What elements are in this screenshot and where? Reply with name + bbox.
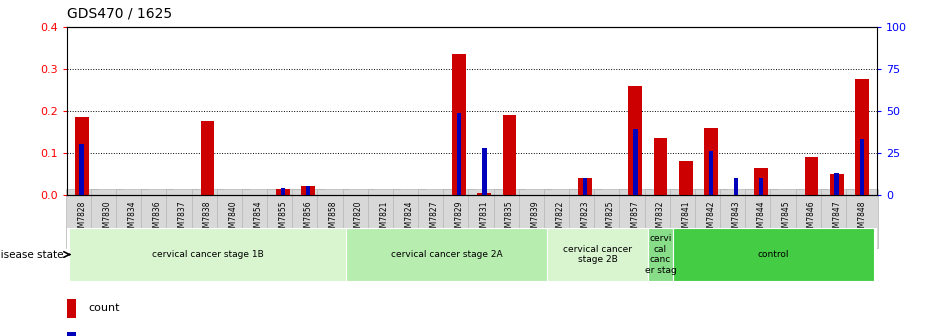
Bar [548, 228, 648, 281]
Bar [704, 128, 718, 195]
Text: cervi
cal
canc
er stag: cervi cal canc er stag [645, 235, 676, 275]
Bar [346, 228, 548, 281]
Bar [452, 54, 466, 195]
Bar [276, 188, 290, 195]
Text: disease state: disease state [0, 250, 64, 259]
Bar [69, 228, 346, 281]
Bar [834, 173, 839, 195]
Text: cervical cancer
stage 2B: cervical cancer stage 2B [563, 245, 632, 264]
Text: cervical cancer stage 1B: cervical cancer stage 1B [152, 250, 264, 259]
Bar [654, 138, 668, 195]
Bar [502, 115, 516, 195]
Bar [673, 228, 874, 281]
Bar [457, 113, 462, 195]
Bar [67, 299, 76, 318]
Bar [201, 121, 215, 195]
Text: count: count [89, 303, 120, 313]
Text: GDS470 / 1625: GDS470 / 1625 [67, 6, 172, 20]
Text: control: control [758, 250, 789, 259]
Bar [482, 148, 487, 195]
Bar [80, 144, 84, 195]
Bar [805, 157, 819, 195]
Bar [628, 86, 642, 195]
Bar [758, 178, 763, 195]
Bar [855, 79, 869, 195]
Bar [306, 186, 311, 195]
Text: cervical cancer stage 2A: cervical cancer stage 2A [390, 250, 502, 259]
Bar [281, 188, 285, 195]
Bar [302, 186, 315, 195]
Bar [67, 332, 76, 336]
Bar [754, 168, 768, 195]
Bar [648, 228, 673, 281]
Bar [583, 178, 587, 195]
Bar [734, 178, 738, 195]
Bar [830, 174, 844, 195]
Bar [75, 117, 89, 195]
Bar [679, 161, 693, 195]
Bar [633, 129, 637, 195]
Bar [709, 151, 713, 195]
Bar [578, 178, 592, 195]
Bar [859, 139, 864, 195]
Bar [477, 193, 491, 195]
